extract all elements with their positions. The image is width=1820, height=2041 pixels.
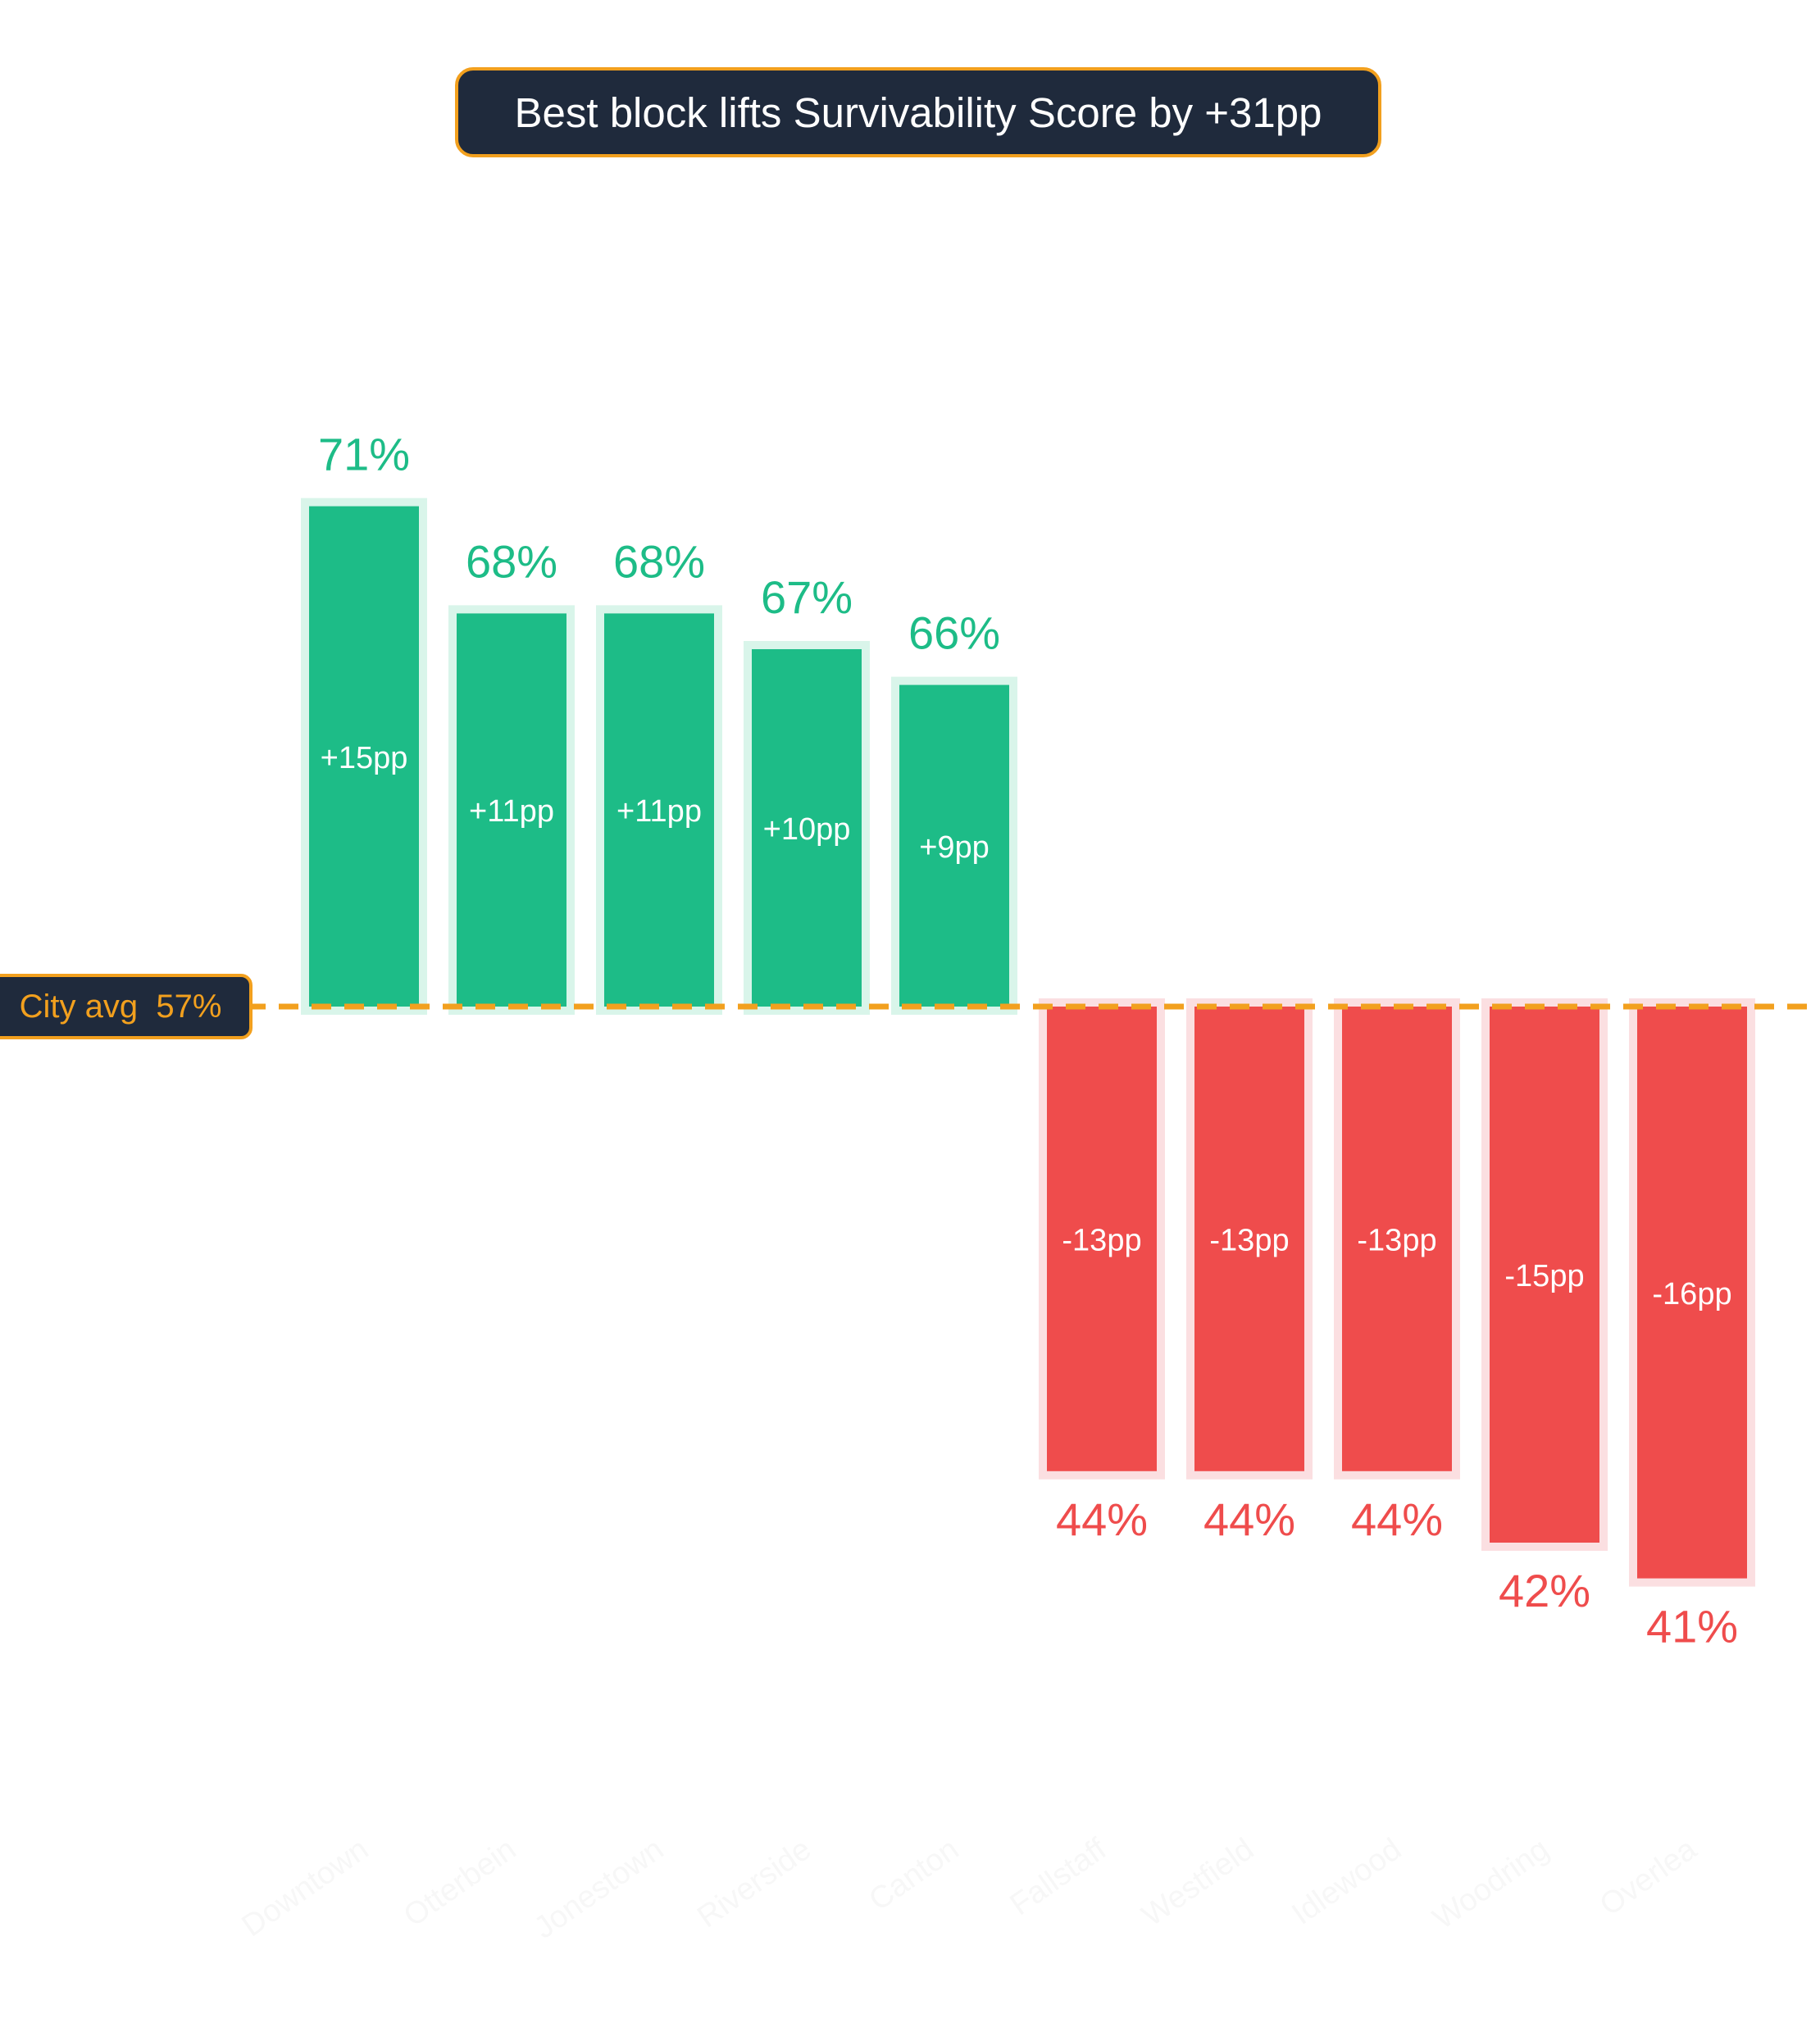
delta-label-otterbein: +11pp: [469, 794, 554, 829]
bar-idlewood: [1342, 1007, 1452, 1471]
bar-woodring: [1490, 1007, 1599, 1543]
value-label-jonestown: 68%: [613, 535, 705, 587]
tick-label-jonestown: Jonestown: [528, 1832, 670, 1946]
bars-layer: [301, 498, 1755, 1587]
tick-label-westfield: Westfield: [1136, 1832, 1261, 1934]
delta-label-woodring: -15pp: [1504, 1259, 1584, 1293]
value-label-idlewood: 44%: [1351, 1493, 1443, 1545]
delta-label-canton: +9pp: [919, 830, 990, 865]
value-label-westfield: 44%: [1203, 1493, 1295, 1545]
value-label-canton: 66%: [908, 607, 1000, 659]
labels-layer: 71% +15pp 68% +11pp 68% +11pp 67% +10pp 66% +9pp 4…: [318, 429, 1738, 1652]
city-average-badge: City avg 57%: [0, 974, 253, 1039]
bar-westfield: [1194, 1007, 1304, 1471]
city-average-value: 57%: [156, 988, 222, 1025]
value-label-riverside: 67%: [761, 571, 853, 623]
delta-label-downtown: +15pp: [321, 741, 408, 775]
x-tick-labels: Downtown Otterbein Jonestown Riverside Canto…: [236, 1831, 1704, 1945]
chart-title: Best block lifts Survivability Score by …: [514, 89, 1322, 136]
value-label-downtown: 71%: [318, 429, 410, 480]
value-label-fallstaff: 44%: [1056, 1493, 1148, 1545]
tick-label-downtown: Downtown: [236, 1832, 375, 1943]
bar-jonestown: [604, 613, 714, 1007]
city-average-label: City avg: [19, 988, 139, 1025]
value-label-overlea: 41%: [1646, 1601, 1738, 1652]
bar-otterbein: [457, 613, 566, 1007]
bar-fallstaff: [1047, 1007, 1157, 1471]
delta-label-riverside: +10pp: [763, 812, 851, 847]
tick-label-fallstaff: Fallstaff: [1004, 1832, 1113, 1923]
tick-label-canton: Canton: [863, 1832, 965, 1918]
delta-label-westfield: -13pp: [1209, 1223, 1289, 1257]
value-label-woodring: 42%: [1499, 1565, 1590, 1616]
tick-label-riverside: Riverside: [691, 1832, 817, 1934]
chart-title-box: Best block lifts Survivability Score by …: [455, 67, 1381, 157]
tick-label-otterbein: Otterbein: [398, 1832, 522, 1934]
delta-label-idlewood: -13pp: [1357, 1223, 1436, 1257]
tick-label-idlewood: Idlewood: [1285, 1832, 1408, 1932]
tick-label-woodring: Woodring: [1426, 1832, 1555, 1936]
value-label-otterbein: 68%: [466, 535, 557, 587]
bar-downtown: [309, 506, 419, 1007]
delta-label-fallstaff: -13pp: [1062, 1223, 1141, 1257]
delta-label-overlea: -16pp: [1652, 1277, 1731, 1311]
delta-label-jonestown: +11pp: [617, 794, 702, 829]
bar-riverside: [752, 649, 862, 1007]
bar-overlea: [1637, 1007, 1747, 1579]
tick-label-overlea: Overlea: [1594, 1831, 1704, 1922]
bar-canton: [899, 684, 1009, 1007]
